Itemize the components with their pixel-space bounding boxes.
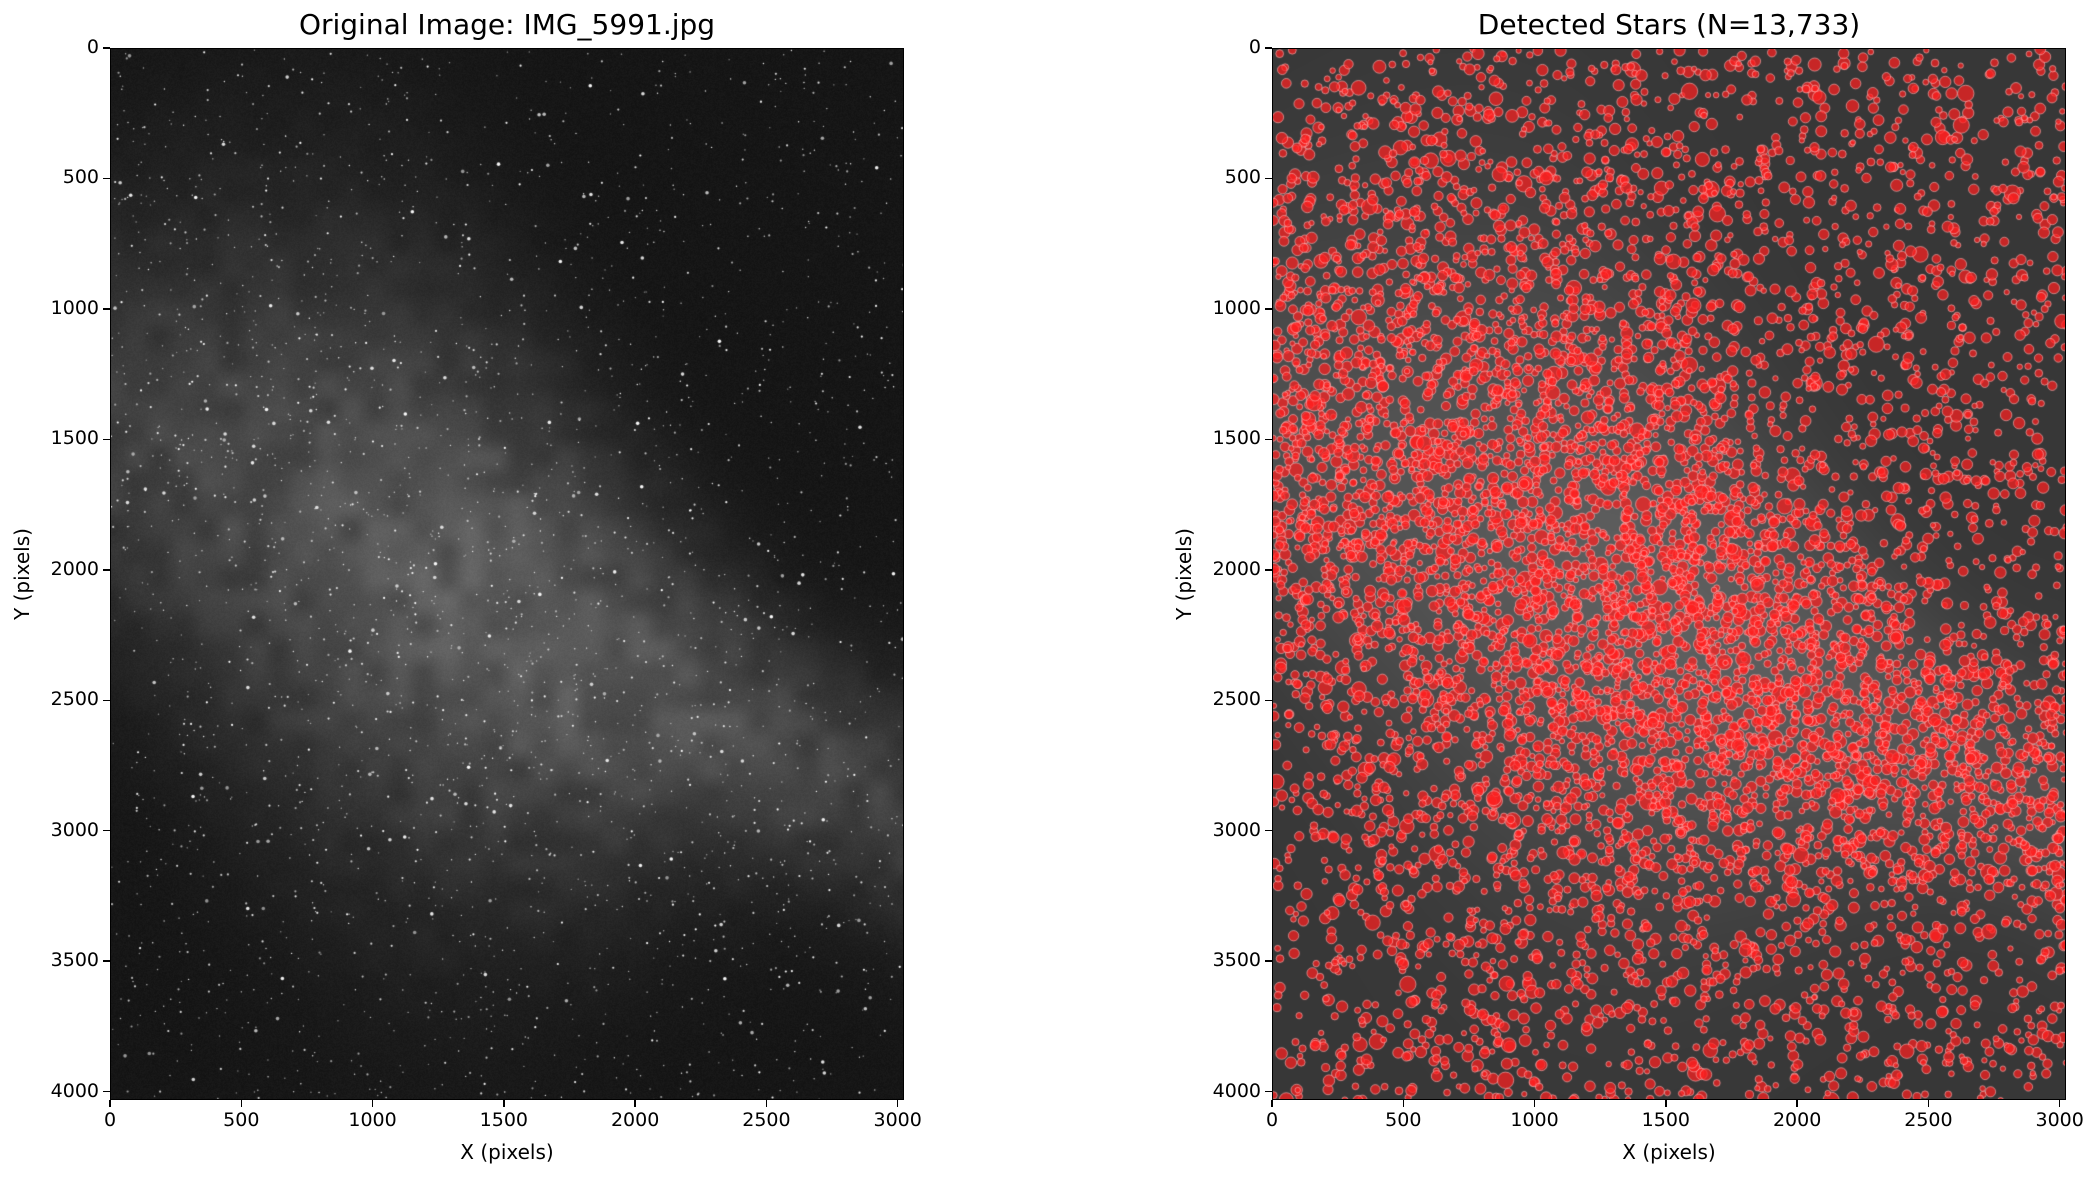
- y-tick-mark: [1265, 829, 1272, 832]
- y-tick-mark: [1265, 569, 1272, 571]
- x-axis-label: X (pixels): [1622, 1140, 1716, 1164]
- x-tick-mark: [896, 1100, 899, 1107]
- y-tick-mark: [103, 438, 110, 441]
- x-tick-mark: [2058, 1100, 2061, 1107]
- y-tick-mark: [103, 569, 110, 571]
- x-tick-label: 0: [103, 1109, 117, 1131]
- y-tick-label: 3000: [1212, 818, 1261, 841]
- y-tick-mark: [1265, 1090, 1272, 1093]
- y-tick-label: 500: [1224, 166, 1261, 189]
- x-tick-mark: [765, 1100, 768, 1107]
- y-tick-label: 2000: [1212, 557, 1261, 580]
- y-tick-mark: [1265, 699, 1272, 702]
- y-tick-mark: [1265, 438, 1272, 441]
- y-tick-mark: [1265, 47, 1272, 49]
- y-axis-label: Y (pixels): [10, 528, 34, 620]
- y-tick-mark: [1265, 177, 1272, 180]
- y-tick-label: 2500: [50, 688, 99, 711]
- y-tick-label: 1500: [50, 427, 99, 450]
- y-tick-label: 3500: [50, 949, 99, 972]
- y-tick-mark: [103, 308, 110, 310]
- x-tick-label: 0: [1265, 1109, 1279, 1131]
- x-tick-mark: [109, 1100, 111, 1107]
- y-tick-label: 3000: [50, 818, 99, 841]
- y-tick-label: 500: [62, 166, 99, 189]
- y-axis-label: Y (pixels): [1172, 528, 1196, 620]
- x-tick-label: 1000: [1510, 1109, 1559, 1131]
- y-tick-mark: [103, 699, 110, 702]
- x-tick-label: 1000: [348, 1109, 397, 1131]
- x-tick-label: 3000: [873, 1109, 922, 1131]
- y-tick-label: 4000: [50, 1079, 99, 1102]
- y-tick-label: 2500: [1212, 688, 1261, 711]
- y-tick-mark: [103, 47, 110, 49]
- original-image: [111, 49, 903, 1099]
- x-tick-mark: [1665, 1100, 1667, 1107]
- y-tick-label: 1000: [1212, 296, 1261, 319]
- x-tick-mark: [371, 1100, 374, 1107]
- x-tick-label: 500: [223, 1109, 260, 1131]
- x-axis-label: X (pixels): [460, 1140, 554, 1164]
- x-tick-label: 2000: [1772, 1109, 1822, 1131]
- x-tick-mark: [634, 1100, 636, 1107]
- y-tick-mark: [103, 829, 110, 832]
- y-tick-mark: [1265, 308, 1272, 310]
- x-tick-mark: [1271, 1100, 1273, 1107]
- y-tick-label: 0: [86, 36, 99, 58]
- y-tick-mark: [103, 1090, 110, 1093]
- original-image-panel: [110, 48, 904, 1100]
- y-tick-label: 0: [1248, 36, 1261, 58]
- y-tick-label: 3500: [1212, 949, 1261, 972]
- detected-stars-panel: [1272, 48, 2066, 1100]
- y-tick-mark: [1265, 960, 1272, 962]
- y-tick-label: 4000: [1212, 1079, 1261, 1102]
- x-tick-label: 2500: [1904, 1109, 1953, 1131]
- y-tick-label: 2000: [50, 557, 99, 580]
- left-panel-title: Original Image: IMG_5991.jpg: [298, 8, 716, 41]
- x-tick-mark: [1533, 1100, 1536, 1107]
- x-tick-mark: [1927, 1100, 1930, 1107]
- y-tick-mark: [103, 177, 110, 180]
- x-tick-label: 2500: [742, 1109, 791, 1131]
- x-tick-label: 3000: [2035, 1109, 2084, 1131]
- y-tick-label: 1000: [50, 296, 99, 319]
- x-tick-label: 1500: [1641, 1109, 1691, 1131]
- right-panel-title: Detected Stars (N=13,733): [1477, 8, 1861, 41]
- x-tick-label: 1500: [479, 1109, 529, 1131]
- x-tick-label: 500: [1385, 1109, 1422, 1131]
- detected-stars-image: [1273, 49, 2065, 1099]
- y-tick-label: 1500: [1212, 427, 1261, 450]
- x-tick-mark: [503, 1100, 505, 1107]
- y-tick-mark: [103, 960, 110, 962]
- x-tick-mark: [240, 1100, 243, 1107]
- x-tick-mark: [1796, 1100, 1798, 1107]
- x-tick-label: 2000: [610, 1109, 660, 1131]
- x-tick-mark: [1402, 1100, 1405, 1107]
